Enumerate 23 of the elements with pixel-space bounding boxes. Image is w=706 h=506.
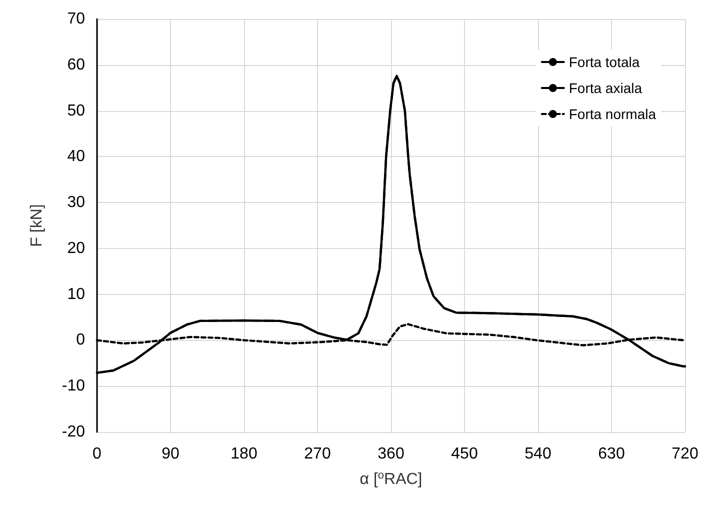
x-tick-label: 450 <box>451 446 478 462</box>
x-tick-label: 360 <box>378 446 404 462</box>
y-tick-label: 30 <box>67 194 86 212</box>
y-tick-label: 20 <box>67 240 86 257</box>
y-tick-label: -20 <box>62 424 86 440</box>
x-tick-label: 270 <box>304 446 331 462</box>
x-tick-label: 0 <box>92 446 102 462</box>
y-tick-label: 60 <box>67 56 86 74</box>
y-tick-label: 70 <box>67 10 86 28</box>
legend-label: Forta totala <box>568 54 640 70</box>
y-axis-title: F [kN] <box>28 204 46 247</box>
y-tick-label: 40 <box>67 148 86 166</box>
x-tick-label: 180 <box>230 446 258 462</box>
x-tick-label: 630 <box>598 446 625 462</box>
legend-label: Forta axiala <box>568 80 642 96</box>
legend-label: Forta normala <box>568 106 656 122</box>
y-tick-label: -10 <box>62 378 86 395</box>
x-tick-label: 540 <box>524 446 552 462</box>
y-tick-label: 0 <box>76 332 86 349</box>
y-tick-label: 50 <box>67 102 86 120</box>
x-tick-label: 90 <box>162 446 180 462</box>
x-tick-label: 720 <box>672 446 698 462</box>
y-tick-label: 10 <box>67 286 86 303</box>
